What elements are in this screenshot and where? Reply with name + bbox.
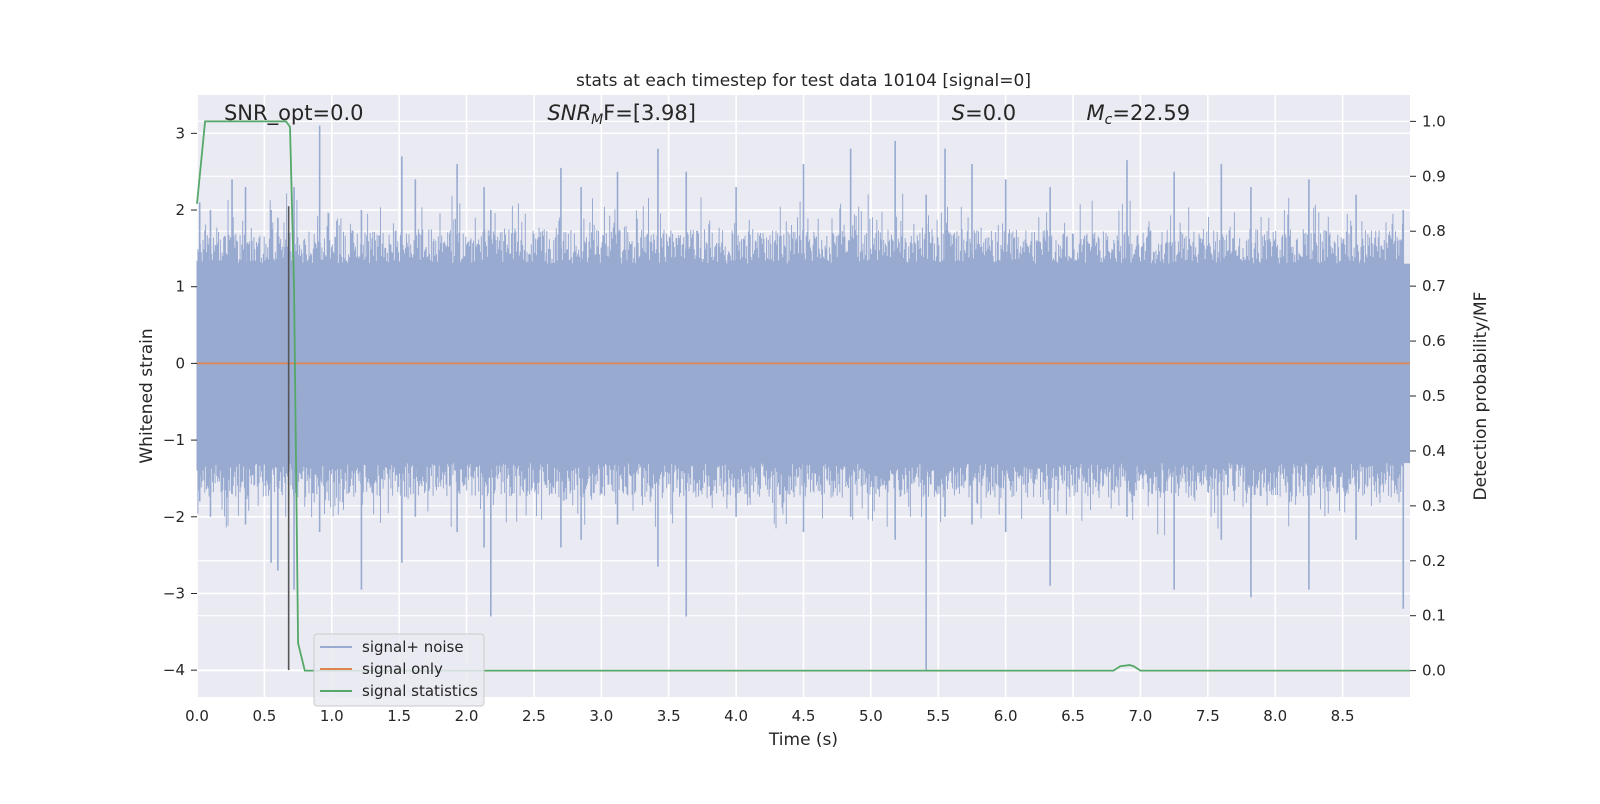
x-tick-label: 2.0: [455, 707, 479, 725]
y-right-tick-label: 0.3: [1422, 497, 1446, 515]
x-tick-label: 1.0: [320, 707, 344, 725]
x-tick-label: 2.5: [522, 707, 546, 725]
y-tick-label: 1: [175, 278, 185, 296]
x-tick-label: 5.0: [859, 707, 883, 725]
y-right-tick-label: 0.1: [1422, 607, 1446, 625]
x-tick-label: 5.5: [926, 707, 950, 725]
annotation-1: SNRMF=[3.98]: [547, 101, 696, 128]
annotation-layer: SNR_opt=0.0 SNRMF=[3.98] S=0.0 Mc=22.59: [224, 101, 1190, 128]
legend: signal+ noise signal only signal statistic…: [313, 633, 485, 707]
x-tick-label: 4.0: [724, 707, 748, 725]
x-axis-label: Time (s): [768, 730, 838, 750]
line-series-layer: [196, 120, 1410, 672]
y-right-tick-label: 1.0: [1422, 112, 1446, 130]
y-tick-label: 3: [175, 124, 185, 142]
x-tick-label: 7.5: [1196, 707, 1220, 725]
y-tick-label: −4: [163, 661, 185, 679]
noise-fill-strokes: [196, 193, 1403, 536]
x-tick-label: 4.5: [792, 707, 816, 725]
y-tick-label: 2: [175, 201, 185, 219]
x-tick-label: 6.0: [994, 707, 1018, 725]
annotation-0: SNR_opt=0.0: [224, 101, 364, 126]
x-tick-label: 1.5: [387, 707, 411, 725]
y-right-tick-label: 0.2: [1422, 552, 1446, 570]
y-right-tick-label: 0.7: [1422, 277, 1446, 295]
x-tick-label: 3.0: [589, 707, 613, 725]
x-tick-label: 3.5: [657, 707, 681, 725]
tick-layer: 0.0 0.5 1.0 1.5 2.0 2.5 3.0 3.5 4.0 4.5 5.0 5.5 6.0 6…: [163, 112, 1446, 725]
y-right-tick-label: 0.4: [1422, 442, 1446, 460]
x-tick-label: 8.5: [1331, 707, 1355, 725]
annotation-2: S=0.0: [952, 101, 1016, 125]
y-axis-label: Whitened strain: [137, 328, 157, 463]
y-right-tick-label: 0.9: [1422, 167, 1446, 185]
y-right-tick-label: 0.5: [1422, 387, 1446, 405]
x-tick-label: 0.0: [185, 707, 209, 725]
legend-label: signal only: [362, 660, 443, 678]
x-tick-label: 0.5: [252, 707, 276, 725]
y-right-tick-label: 0.8: [1422, 222, 1446, 240]
x-tick-label: 7.0: [1129, 707, 1153, 725]
legend-label: signal+ noise: [362, 638, 464, 656]
legend-box: [313, 633, 485, 707]
y-tick-label: −1: [163, 431, 185, 449]
signal-statistics-line: [196, 120, 1410, 672]
y-tick-label: −3: [163, 584, 185, 602]
legend-label: signal statistics: [362, 682, 478, 700]
y-tick-label: 0: [175, 354, 185, 372]
chart-title: stats at each timestep for test data 101…: [576, 71, 1031, 91]
y-right-tick-label: 0.6: [1422, 332, 1446, 350]
y-right-axis-label: Detection probability/MF: [1471, 292, 1491, 501]
x-tick-label: 8.0: [1263, 707, 1287, 725]
y-tick-label: −2: [163, 508, 185, 526]
annotation-3: Mc=22.59: [1087, 101, 1191, 128]
y-right-tick-label: 0.0: [1422, 662, 1446, 680]
x-tick-label: 6.5: [1061, 707, 1085, 725]
